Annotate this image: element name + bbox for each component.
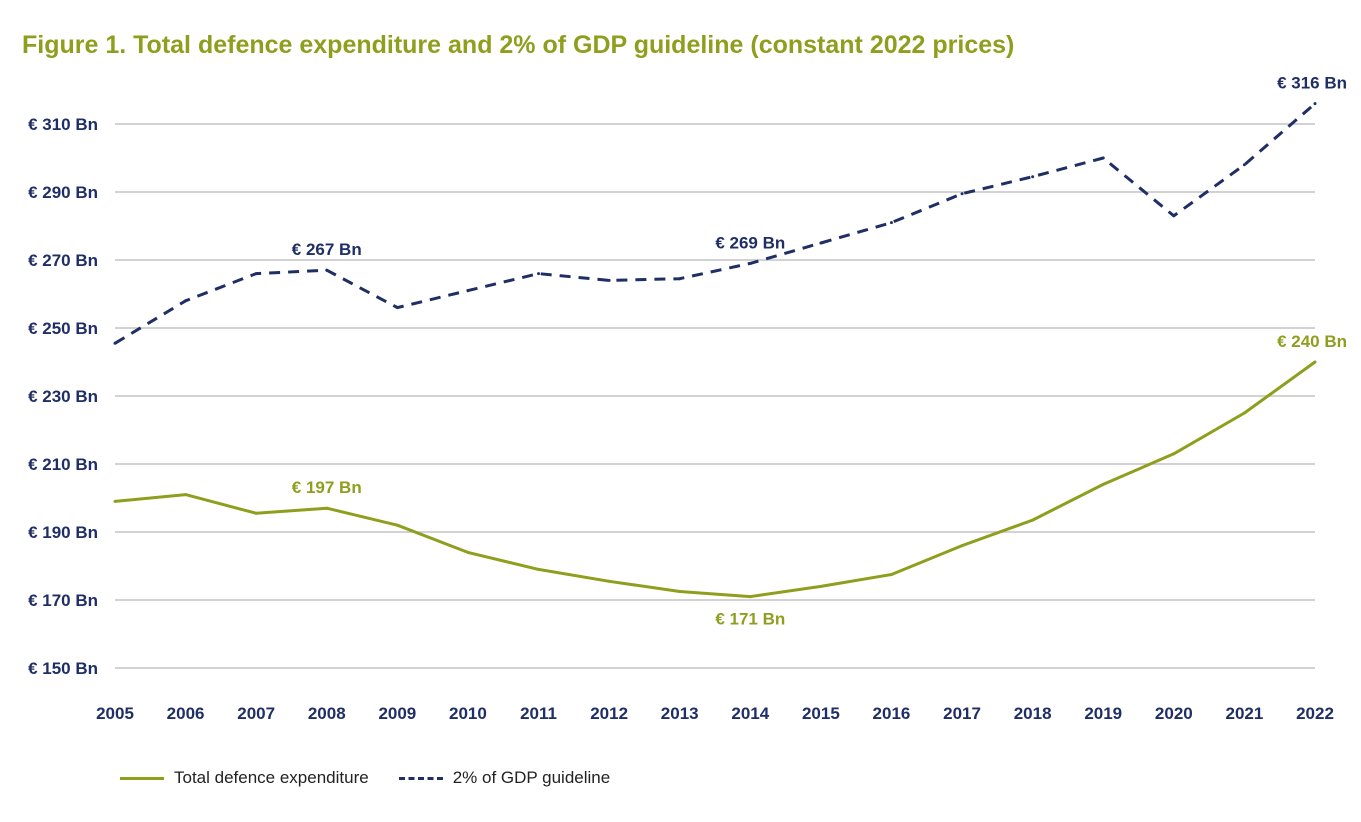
data-point <box>184 299 188 303</box>
x-tick-label: 2018 <box>1014 704 1052 723</box>
x-tick-label: 2016 <box>873 704 911 723</box>
x-tick-label: 2008 <box>308 704 346 723</box>
y-tick-label: € 270 Bn <box>28 251 98 270</box>
data-point <box>113 499 117 503</box>
data-point <box>466 550 470 554</box>
data-point <box>325 268 329 272</box>
x-tick-label: 2013 <box>661 704 699 723</box>
x-tick-label: 2019 <box>1084 704 1122 723</box>
data-point <box>960 192 964 196</box>
data-point <box>889 221 893 225</box>
data-label: € 171 Bn <box>715 610 785 629</box>
y-tick-label: € 230 Bn <box>28 387 98 406</box>
data-label: € 267 Bn <box>292 240 362 259</box>
data-point <box>466 289 470 293</box>
y-tick-label: € 150 Bn <box>28 659 98 678</box>
x-tick-label: 2020 <box>1155 704 1193 723</box>
x-tick-label: 2012 <box>590 704 628 723</box>
data-point <box>184 493 188 497</box>
x-tick-label: 2007 <box>237 704 275 723</box>
x-tick-label: 2022 <box>1296 704 1334 723</box>
data-point <box>889 573 893 576</box>
series-line-total-defence-expenditure <box>114 360 1316 599</box>
data-point <box>1031 175 1035 179</box>
y-tick-label: € 170 Bn <box>28 591 98 610</box>
x-tick-label: 2005 <box>96 704 134 723</box>
data-label: € 269 Bn <box>715 233 785 252</box>
data-point <box>113 341 117 345</box>
x-tick-label: 2009 <box>378 704 416 723</box>
data-label: € 316 Bn <box>1277 74 1347 93</box>
chart-legend: Total defence expenditure 2% of GDP guid… <box>120 768 640 788</box>
chart-title: Figure 1. Total defence expenditure and … <box>22 31 1015 59</box>
y-tick-label: € 250 Bn <box>28 319 98 338</box>
x-tick-label: 2014 <box>731 704 769 723</box>
legend-label: Total defence expenditure <box>174 768 369 787</box>
line-chart: € 150 Bn € 170 Bn € 190 Bn € 210 Bn € 230 Bn… <box>28 74 1347 723</box>
data-point <box>678 590 682 593</box>
y-tick-label: € 190 Bn <box>28 523 98 542</box>
legend-label: 2% of GDP guideline <box>452 768 611 787</box>
data-point <box>325 506 329 510</box>
legend-item-total-defence-expenditure: Total defence expenditure <box>120 768 369 788</box>
data-point <box>678 277 682 281</box>
data-point <box>1101 156 1105 160</box>
x-tick-label: 2011 <box>520 704 557 723</box>
data-point <box>1172 452 1176 456</box>
data-label: € 197 Bn <box>292 478 362 497</box>
data-point <box>1242 163 1246 167</box>
data-point <box>254 511 258 515</box>
data-label: € 240 Bn <box>1277 332 1347 351</box>
legend-solid-line-icon <box>120 776 164 780</box>
x-tick-label: 2006 <box>167 704 205 723</box>
legend-dashed-line-icon <box>398 776 443 780</box>
x-tick-label: 2021 <box>1225 704 1263 723</box>
data-point <box>748 595 752 599</box>
data-point <box>537 272 541 276</box>
data-point <box>607 579 611 583</box>
data-point <box>748 261 752 265</box>
y-tick-label: € 210 Bn <box>28 455 98 474</box>
data-point <box>395 523 399 527</box>
data-point <box>1242 411 1246 415</box>
data-point <box>537 567 541 571</box>
data-point <box>607 278 611 282</box>
y-tick-label: € 310 Bn <box>28 115 98 134</box>
x-tick-label: 2017 <box>943 704 981 723</box>
data-point <box>819 584 823 588</box>
data-point <box>1031 518 1035 522</box>
data-point <box>1313 102 1317 106</box>
y-tick-label: € 290 Bn <box>28 183 98 202</box>
data-point <box>395 306 399 310</box>
data-point <box>1101 482 1105 486</box>
data-point <box>1172 214 1176 218</box>
data-point <box>1313 360 1317 364</box>
legend-item-gdp-guideline: 2% of GDP guideline <box>398 768 611 788</box>
data-point <box>254 272 258 276</box>
x-tick-label: 2010 <box>449 704 487 723</box>
data-point <box>960 544 964 548</box>
x-tick-label: 2015 <box>802 704 840 723</box>
data-point <box>819 241 823 245</box>
series-line-gdp-guideline <box>114 102 1316 345</box>
